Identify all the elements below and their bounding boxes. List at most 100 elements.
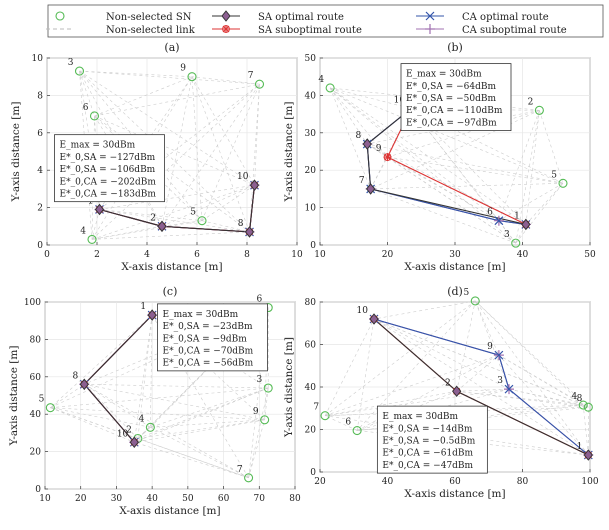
non-selected-link — [134, 441, 249, 479]
legend-label-nonselected_link: Non-selected link — [106, 25, 196, 36]
x-tick-label: 30 — [111, 494, 123, 504]
non-selected-link — [84, 383, 269, 389]
y-tick-label: 40 — [305, 383, 317, 393]
legend-item-ca_sub: CA suboptimal route — [416, 24, 567, 36]
sensor-node-10: 10 — [117, 429, 140, 449]
sensor-node-9: 9 — [376, 144, 392, 162]
y-tick-label: 0 — [310, 468, 316, 478]
legend-marker-ca_sub — [425, 24, 435, 34]
non-selected-link — [324, 300, 476, 416]
route-node-marker-sa-opt — [452, 385, 462, 398]
non-selected-link — [248, 419, 265, 478]
annotation-line: E*_0,CA = −47dBm — [382, 461, 473, 471]
non-selected-link — [498, 354, 584, 406]
non-selected-link — [498, 183, 564, 221]
energy-annotation: E_max = 30dBm E*_0,SA = −64dBm E*_0,SA = −… — [400, 63, 512, 132]
node-label: 1 — [140, 302, 146, 312]
x-tick-label: 50 — [584, 250, 596, 260]
panel-3: (c) 10 20 30 40 50 60 70 80 0 20 40 60 80 100 X-axis di… — [8, 285, 301, 517]
non-selected-link — [254, 84, 260, 186]
legend-marker-sa_opt — [221, 10, 231, 22]
route-node-marker-sa-opt — [94, 203, 105, 216]
non-selected-link — [79, 70, 95, 117]
y-tick-label: 30 — [305, 129, 317, 139]
non-selected-link — [356, 318, 375, 431]
legend-label-nonselected_sn: Non-selected SN — [106, 12, 192, 23]
y-tick-label: 60 — [30, 373, 42, 383]
non-selected-link — [84, 383, 265, 421]
non-selected-link — [508, 388, 589, 408]
x-tick-label: 10 — [291, 250, 303, 260]
node-label: 3 — [497, 376, 503, 386]
y-tick-label: 20 — [30, 448, 42, 458]
legend-marker-ca_opt — [425, 11, 435, 21]
x-axis-label: X-axis distance [m] — [404, 488, 505, 500]
non-selected-link — [50, 407, 249, 479]
non-selected-link — [50, 407, 151, 428]
non-selected-link — [201, 220, 250, 233]
non-selected-link — [357, 404, 584, 431]
y-tick-label: 0 — [310, 241, 316, 251]
y-tick-label: 20 — [305, 426, 317, 436]
non-selected-sn-marker — [583, 402, 593, 412]
route-node-marker-sa-sub-spokes — [383, 153, 392, 162]
route-node-marker-sa-opt — [244, 226, 255, 238]
x-tick-label: 2 — [94, 250, 100, 260]
y-tick-label: 80 — [30, 335, 42, 345]
node-label: 6 — [256, 295, 262, 305]
non-selected-link — [150, 427, 249, 479]
non-selected-link — [329, 87, 388, 158]
node-label: 2 — [445, 378, 451, 388]
non-selected-link — [373, 318, 510, 390]
x-tick-label: 30 — [449, 250, 461, 260]
legend-marker-nonselected_sn — [55, 11, 65, 21]
legend-label-sa_opt: SA optimal route — [258, 12, 344, 23]
x-tick-label: 10 — [39, 494, 51, 504]
node-label: 5 — [464, 288, 470, 298]
node-label: 6 — [487, 208, 493, 218]
non-selected-link — [329, 87, 371, 190]
node-label: 4 — [572, 392, 578, 402]
node-label: 8 — [238, 219, 244, 229]
y-tick-label: 40 — [30, 410, 42, 420]
node-label: 9 — [253, 407, 259, 417]
annotation-line: E*_0,SA = −23dBm — [163, 322, 253, 332]
node-label: 10 — [237, 172, 249, 182]
non-selected-link — [79, 70, 163, 227]
node-label: 2 — [126, 426, 132, 436]
non-selected-sn-marker — [558, 178, 568, 188]
non-selected-link — [475, 300, 584, 406]
non-selected-link — [50, 314, 153, 408]
non-selected-link — [79, 70, 193, 77]
non-selected-link — [150, 419, 265, 428]
sensor-node-4: 4 — [572, 392, 588, 410]
y-tick-label: 0 — [35, 485, 41, 495]
route-node-marker-ca-opt — [504, 384, 514, 394]
annotation-line: E*_0,SA = −64dBm — [406, 82, 496, 92]
annotation-line: E*_0,CA = −56dBm — [163, 359, 254, 369]
sensor-node-7: 7 — [248, 71, 265, 89]
non-selected-link — [474, 300, 500, 356]
annotation-line: E*_0,CA = −70dBm — [163, 346, 254, 356]
non-selected-sn-marker — [470, 296, 480, 306]
node-label: 6 — [83, 103, 89, 113]
non-selected-link — [137, 387, 269, 439]
non-selected-link — [161, 84, 260, 227]
legend: Non-selected SN Non-selected link SA optim… — [46, 4, 604, 38]
sensor-node-5: 5 — [39, 395, 55, 413]
x-tick-label: 100 — [581, 477, 598, 487]
annotation-line: E*_0,CA = −97dBm — [406, 118, 497, 128]
non-selected-link — [330, 87, 540, 111]
x-tick-label: 80 — [517, 477, 529, 487]
node-label: 3 — [68, 58, 74, 68]
node-label: 3 — [504, 230, 510, 240]
y-axis-label: Y-axis distance [m] — [8, 346, 20, 447]
non-selected-link — [79, 70, 255, 186]
non-selected-link — [91, 220, 203, 240]
non-selected-link — [373, 300, 476, 320]
x-tick-label: 4 — [144, 250, 150, 260]
